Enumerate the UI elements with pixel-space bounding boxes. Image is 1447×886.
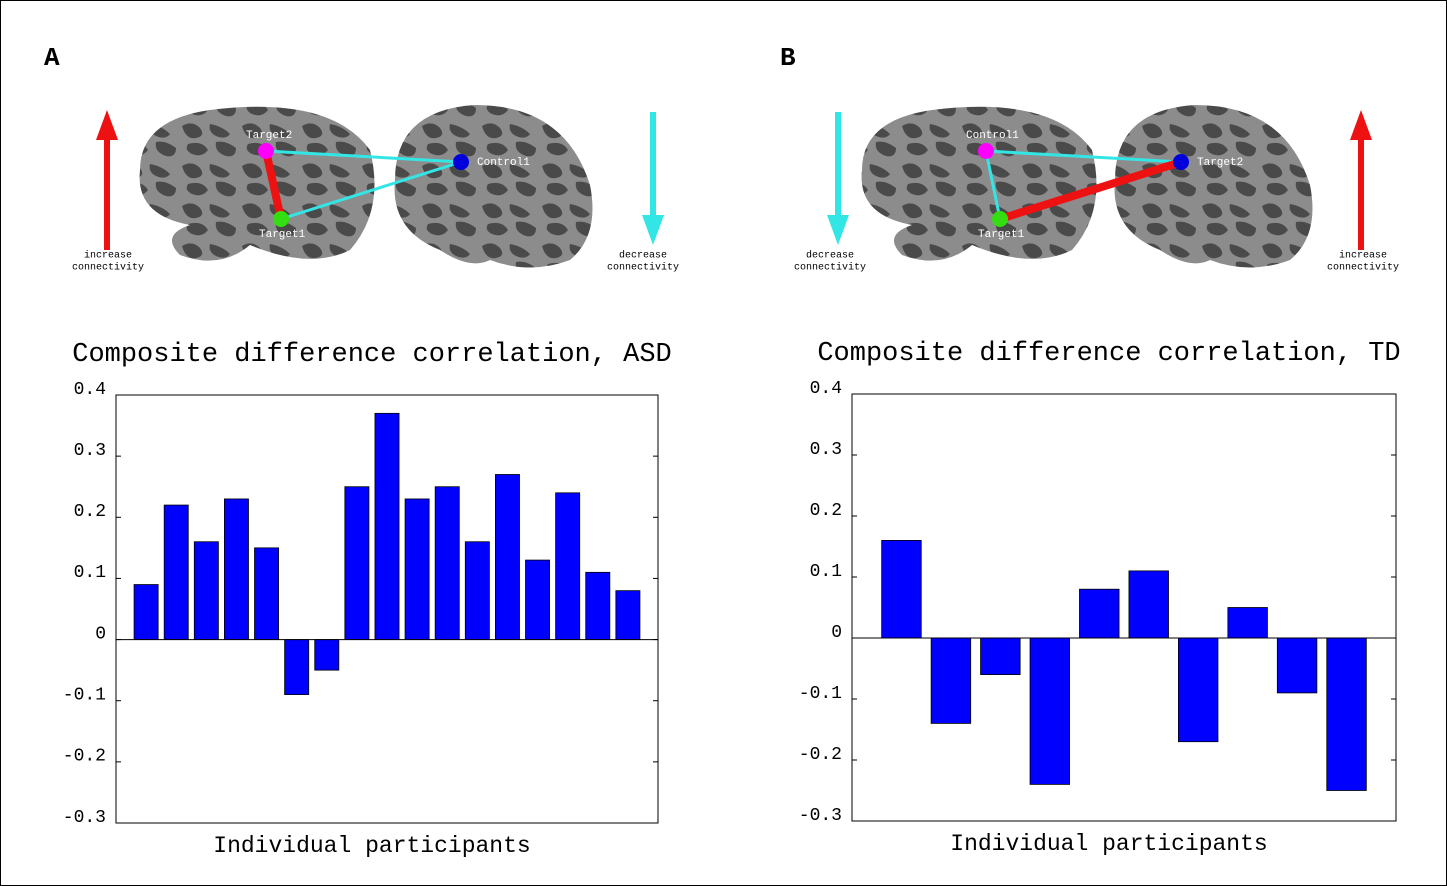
node-label: Target1 [259,229,306,241]
y-tick-label: -0.2 [63,747,106,767]
edge [985,149,1182,164]
y-tick-label: -0.1 [799,684,842,704]
node [453,154,469,170]
y-tick-label: 0.2 [810,501,842,521]
bar [163,504,189,640]
edge [265,149,462,164]
arrow-down [642,112,664,245]
edge [262,150,285,220]
y-tick-label: 0.1 [810,562,842,582]
bar [881,540,922,639]
bar [464,541,490,640]
y-tick-label: 0 [831,623,842,643]
arrow-label: connectivity [607,262,679,274]
arrow-label: connectivity [1327,262,1399,274]
arrow-up [1350,110,1372,250]
bar [193,541,219,640]
arrow-label: decrease [806,250,854,262]
bar [1128,570,1169,639]
x-axis-label: Individual participants [213,833,530,859]
node [258,143,274,159]
node-label: Target1 [978,229,1025,241]
edge [998,158,1183,223]
y-tick-label: -0.1 [63,685,106,705]
arrow-down [827,112,849,245]
arrow-up [96,110,118,250]
brain [139,106,375,261]
y-tick-label: 0.4 [74,380,106,400]
panel-label: B [780,43,796,73]
y-tick-label: 0 [95,624,106,644]
bar [404,498,430,640]
chart-title: Composite difference correlation, TD [817,339,1400,369]
node [273,211,289,227]
brain [1114,105,1313,268]
arrow-label: increase [84,250,132,262]
edge [984,150,1002,220]
bar [374,412,400,640]
y-tick-label: -0.3 [799,806,842,826]
node-label: Control1 [477,157,530,169]
arrow-label: connectivity [794,262,866,274]
plot-frame [115,394,659,824]
y-tick-label: -0.2 [799,745,842,765]
bar [284,639,310,695]
node [978,143,994,159]
bar [133,584,159,640]
arrow-label: decrease [619,250,667,262]
bar [1227,607,1268,639]
y-tick-label: 0.2 [74,502,106,522]
bar [1276,637,1318,694]
panel-label: A [44,43,60,73]
y-tick-label: -0.3 [63,808,106,828]
node-label: Target2 [1197,157,1243,169]
brain [861,106,1097,261]
bar [494,474,520,640]
bar [344,486,370,640]
bar [585,571,611,640]
edge [280,160,462,221]
node [992,211,1008,227]
arrow-label: connectivity [72,262,144,274]
arrow-label: increase [1339,250,1387,262]
node-label: Control1 [966,130,1019,142]
bar [555,492,581,640]
bar [434,486,460,640]
bar [1178,637,1219,743]
chart-title: Composite difference correlation, ASD [72,340,672,370]
brain-diagrams [96,105,1372,268]
bar [615,590,641,640]
bar [254,547,279,640]
bar [1079,588,1120,639]
node [1173,154,1189,170]
y-tick-label: 0.3 [810,440,842,460]
bar [930,637,972,724]
y-tick-label: 0.3 [74,441,106,461]
bar [980,637,1021,675]
brain [394,105,593,268]
node-label: Target2 [246,130,292,142]
y-tick-label: 0.4 [810,379,842,399]
y-tick-label: 0.1 [74,563,106,583]
bar [223,498,249,640]
bar [1326,637,1367,791]
bar [525,559,550,640]
bar [1029,637,1071,785]
x-axis-label: Individual participants [950,831,1267,857]
bar [314,639,340,671]
plot-frame [851,393,1397,822]
